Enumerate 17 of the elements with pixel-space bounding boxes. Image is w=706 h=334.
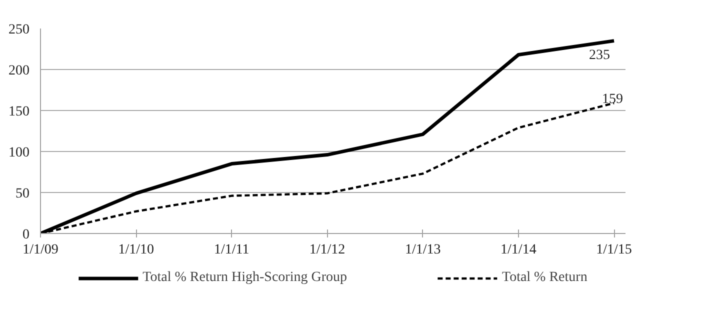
x-tick-label: 1/1/13 (404, 242, 441, 258)
x-tick-label: 1/1/15 (596, 242, 632, 258)
legend-label: Total % Return High-Scoring Group (142, 270, 347, 286)
y-tick-label: 250 (8, 22, 30, 38)
x-tick-label: 1/1/09 (22, 242, 58, 258)
y-tick-label: 150 (8, 104, 30, 120)
y-tick-label: 200 (8, 64, 30, 78)
y-tick-label: 0 (22, 228, 30, 242)
data-label: 159 (602, 92, 624, 108)
y-tick-label: 50 (16, 186, 30, 202)
legend-label: Total % Return (502, 270, 588, 286)
y-tick-label: 100 (8, 146, 30, 160)
data-label: 235 (589, 48, 610, 63)
x-tick-label: 1/1/10 (118, 242, 154, 258)
x-tick-label: 1/1/11 (214, 242, 250, 258)
x-tick-label: 1/1/14 (500, 242, 536, 258)
x-tick-label: 1/1/12 (309, 242, 346, 258)
